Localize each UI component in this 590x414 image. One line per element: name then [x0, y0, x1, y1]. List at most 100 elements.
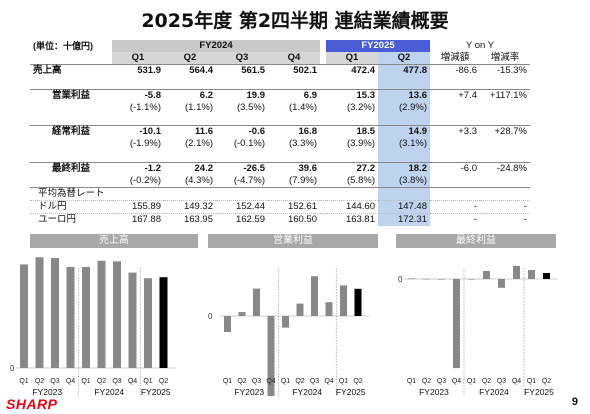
col-q1-2024: Q1	[112, 52, 164, 65]
col-q2-2024: Q2	[164, 52, 216, 65]
group-label: FY2025	[524, 387, 554, 397]
col-q1-2025: Q1	[326, 52, 378, 65]
tick-label: Q2	[482, 378, 491, 385]
tick-label: Q1	[19, 378, 28, 385]
bar	[97, 260, 106, 368]
bar	[513, 265, 520, 279]
sharp-logo: SHARP	[6, 396, 58, 412]
bar	[224, 316, 231, 332]
bar	[82, 266, 90, 368]
page-title: 2025年度 第2四半期 連結業績概要	[141, 10, 449, 32]
bar	[296, 303, 304, 316]
tick-label: Q1	[143, 378, 152, 385]
bar	[408, 278, 415, 279]
bar	[438, 279, 445, 280]
table-row: 最終利益 -1.2 24.2 -26.5 39.6 27.2 18.2 -6.0…	[30, 161, 530, 175]
zero-label: 0	[10, 364, 15, 373]
col-q3-2024: Q3	[216, 52, 268, 65]
rate-header: 増減率	[490, 52, 520, 63]
tick-label: Q3	[310, 378, 319, 385]
tick-label: Q3	[112, 378, 121, 385]
group-label: FY2023	[419, 387, 449, 397]
tick-label: Q1	[407, 378, 416, 385]
unit-label: (単位：十億円)	[33, 41, 93, 51]
tick-label: Q4	[128, 378, 137, 385]
col-q2-2025: Q2	[378, 52, 430, 65]
tick-label: Q4	[512, 378, 521, 385]
bar	[325, 302, 333, 316]
table-row: (-1.9%) (2.1%) (-0.1%) (3.3%) (3.9%) (3.…	[30, 138, 530, 150]
tick-label: Q1	[339, 378, 348, 385]
page-number: 9	[571, 396, 578, 408]
group-label: FY2024	[292, 387, 322, 397]
bar	[113, 261, 121, 368]
bar	[453, 279, 460, 369]
zero-label: 0	[398, 275, 403, 284]
tick-label: Q1	[467, 378, 476, 385]
group-label: FY2025	[336, 387, 366, 397]
bar	[423, 278, 430, 280]
group-label: FY2023	[32, 387, 62, 397]
tick-label: Q2	[35, 378, 44, 385]
bar	[51, 257, 59, 368]
table-row: 営業利益 -5.8 6.2 19.9 6.9 15.3 13.6 +7.4 +1…	[30, 88, 530, 102]
tick-label: Q4	[266, 378, 275, 385]
net-profit-chart: 0 Q1 Q2 Q3 Q4 Q1 Q2 Q3 Q4 Q1 Q2 FY2023 FY2024 FY2025	[398, 265, 558, 397]
fx-title: 平均為替レート	[30, 186, 112, 200]
tick-label: Q1	[81, 378, 90, 385]
bar	[354, 288, 362, 316]
tick-label: Q4	[66, 378, 75, 385]
tick-label: Q4	[324, 378, 333, 385]
bar	[498, 279, 505, 288]
bar	[340, 285, 347, 316]
bar	[238, 312, 246, 316]
group-label: FY2025	[141, 387, 171, 397]
tick-label: Q2	[159, 378, 168, 385]
tick-label: Q3	[437, 378, 446, 385]
diff-header: 増減額	[440, 52, 470, 63]
tick-label: Q1	[223, 378, 232, 385]
group-label: FY2024	[479, 387, 509, 397]
tick-label: Q2	[295, 378, 304, 385]
table-row: 経常利益 -10.1 11.6 -0.6 16.8 18.5 14.9 +3.3…	[30, 125, 530, 138]
table-row: (-1.1%) (1.1%) (3.5%) (1.4%) (3.2%) (2.9…	[30, 101, 530, 114]
tick-label: Q2	[97, 378, 106, 385]
tick-label: Q4	[452, 378, 461, 385]
bar	[253, 288, 260, 316]
bar	[282, 316, 289, 328]
chart-title-net: 最終利益	[396, 234, 556, 248]
group-label: FY2023	[234, 387, 264, 397]
bar	[267, 316, 275, 396]
tick-label: Q3	[252, 378, 261, 385]
bar	[468, 279, 475, 280]
bar	[35, 257, 44, 368]
tick-label: Q2	[353, 378, 362, 385]
tick-label: Q3	[50, 378, 59, 385]
zero-label: 0	[208, 312, 213, 321]
table-row: 売上高 531.9 564.4 561.5 502.1 472.4 477.8 …	[30, 64, 530, 77]
tick-label: Q1	[281, 378, 290, 385]
tick-label: Q3	[497, 378, 506, 385]
table-row: (-0.2%) (4.3%) (-4.7%) (7.9%) (5.8%) (3.…	[30, 174, 530, 187]
bar	[128, 272, 137, 368]
results-table: (単位：十億円) FY2024 FY2025 Y on Y Q1 Q2 Q3 Q…	[30, 40, 530, 226]
yony-header: Y on Y	[465, 40, 495, 51]
bar	[543, 272, 550, 279]
operating-profit-chart: 0 Q1 Q2 Q3 Q4 Q1 Q2 Q3 Q4 Q1 Q2 FY2023 FY2024 FY2025	[208, 268, 369, 397]
bar	[311, 276, 318, 316]
table-row: ユーロ円 167.88 163.95 162.59 160.50 163.81 …	[30, 212, 530, 226]
fy2024-header: FY2024	[112, 40, 320, 52]
bar	[144, 278, 152, 368]
tick-label: Q2	[237, 378, 246, 385]
bar	[66, 266, 75, 368]
tick-label: Q2	[422, 378, 431, 385]
tick-label: Q1	[527, 378, 536, 385]
bar	[528, 270, 535, 279]
fy2025-header: FY2025	[326, 40, 430, 52]
chart-title-operating: 営業利益	[208, 234, 378, 248]
group-label: FY2024	[94, 387, 124, 397]
table-row: ドル円 155.89 149.32 152.44 152.61 144.60 1…	[30, 199, 530, 213]
bar	[159, 277, 168, 368]
bar	[483, 271, 490, 279]
sales-chart: 0 Q1 Q2 Q3 Q4 Q1 Q2 Q3 Q4 Q1 Q2 FY2023 FY2024 FY2025	[10, 257, 176, 397]
